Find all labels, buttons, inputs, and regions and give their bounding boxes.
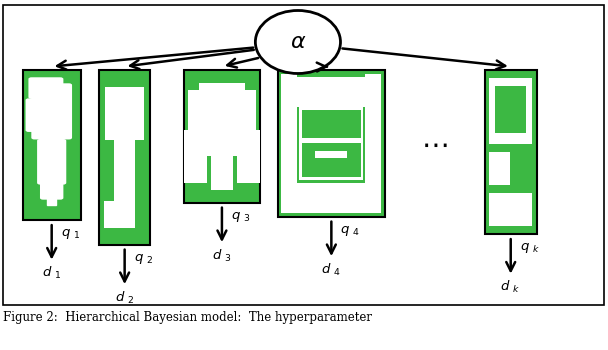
Text: $q\ _4$: $q\ _4$ bbox=[340, 224, 361, 238]
Bar bbox=[489, 78, 533, 144]
Bar bbox=[237, 90, 256, 130]
FancyBboxPatch shape bbox=[40, 136, 63, 147]
Text: $d\ _k$: $d\ _k$ bbox=[500, 279, 521, 295]
Bar bbox=[114, 140, 135, 228]
Bar bbox=[199, 83, 244, 130]
Text: $d\ _4$: $d\ _4$ bbox=[321, 261, 342, 278]
Bar bbox=[299, 138, 364, 144]
Bar bbox=[278, 70, 385, 217]
Bar bbox=[365, 75, 381, 212]
Text: $\alpha$: $\alpha$ bbox=[290, 31, 306, 53]
Bar bbox=[282, 183, 381, 212]
Bar bbox=[485, 70, 536, 234]
Bar bbox=[184, 156, 207, 183]
Bar bbox=[23, 70, 80, 220]
Text: $d\ _2$: $d\ _2$ bbox=[115, 289, 134, 306]
Text: $q\ _3$: $q\ _3$ bbox=[231, 210, 251, 224]
Bar bbox=[98, 70, 150, 245]
Bar bbox=[184, 130, 260, 156]
Text: Figure 2:  Hierarchical Bayesian model:  The hyperparameter: Figure 2: Hierarchical Bayesian model: T… bbox=[3, 312, 372, 324]
Bar bbox=[105, 88, 144, 140]
FancyBboxPatch shape bbox=[29, 77, 63, 99]
Bar bbox=[302, 110, 361, 177]
FancyBboxPatch shape bbox=[40, 178, 63, 200]
Bar bbox=[489, 193, 533, 226]
Bar bbox=[489, 152, 510, 185]
Bar bbox=[316, 151, 347, 158]
Bar bbox=[3, 5, 604, 304]
Text: $q\ _2$: $q\ _2$ bbox=[134, 252, 153, 266]
Bar bbox=[495, 86, 527, 133]
Bar bbox=[210, 123, 233, 190]
Text: $q\ _k$: $q\ _k$ bbox=[520, 241, 541, 255]
Bar bbox=[184, 70, 260, 203]
FancyBboxPatch shape bbox=[26, 98, 43, 132]
Bar bbox=[299, 107, 364, 180]
Text: $d\ _3$: $d\ _3$ bbox=[212, 247, 232, 264]
Bar bbox=[282, 75, 297, 212]
FancyBboxPatch shape bbox=[32, 83, 72, 139]
Text: $d\ _1$: $d\ _1$ bbox=[42, 265, 61, 281]
Ellipse shape bbox=[255, 10, 340, 74]
Polygon shape bbox=[47, 130, 57, 205]
Bar bbox=[188, 90, 207, 130]
FancyBboxPatch shape bbox=[37, 139, 66, 185]
Bar bbox=[237, 156, 260, 183]
Bar bbox=[104, 201, 114, 228]
Text: $q\ _1$: $q\ _1$ bbox=[61, 228, 81, 241]
Bar bbox=[282, 77, 381, 107]
Text: $\cdots$: $\cdots$ bbox=[421, 132, 448, 159]
